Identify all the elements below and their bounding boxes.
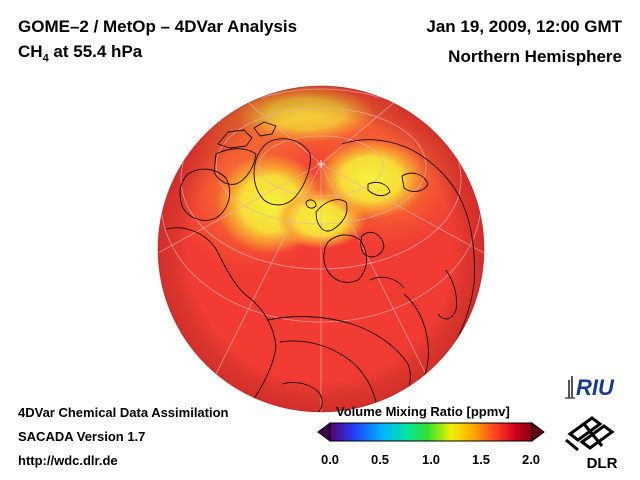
colorbar-tick: 1.0: [421, 452, 441, 467]
colorbar-min-arrow: [317, 422, 331, 442]
coastlines: [165, 121, 475, 412]
colorbar-max-arrow: [531, 422, 545, 442]
riu-logo: RIU: [565, 375, 615, 400]
dlr-logo-text: DLR: [587, 455, 618, 472]
colorbar-tick: 2.0: [521, 452, 541, 467]
colorbar-tick: 0.5: [370, 452, 390, 467]
colorbar-gradient: [329, 422, 533, 442]
analysis-date: Jan 19, 2009, 12:00 GMT: [426, 17, 622, 36]
globe-map: [157, 85, 485, 413]
colorbar-tick: 1.5: [471, 452, 491, 467]
colorbar-title: Volume Mixing Ratio [ppmv]: [336, 404, 510, 419]
plot-title: GOME–2 / MetOp – 4DVar Analysis: [18, 17, 298, 36]
globe-outline: [157, 85, 485, 413]
pressure-level: at 55.4 hPa: [48, 42, 143, 61]
dlr-emblem-icon: [565, 416, 615, 452]
species-formula: CH: [18, 42, 43, 61]
species-subscript: 4: [42, 52, 49, 65]
riu-logo-text: RIU: [576, 375, 615, 400]
source-url: http://wdc.dlr.de: [18, 453, 118, 468]
species-level-label: CH4 at 55.4 hPa: [18, 42, 142, 64]
system-description: 4DVar Chemical Data Assimilation: [18, 405, 229, 420]
version-label: SACADA Version 1.7: [18, 429, 146, 444]
colorbar-tick: 0.0: [320, 452, 340, 467]
dlr-logo: DLR: [565, 416, 618, 472]
region-label: Northern Hemisphere: [448, 47, 622, 66]
colorbar: [317, 422, 545, 442]
north-pole-marker: [317, 160, 325, 168]
